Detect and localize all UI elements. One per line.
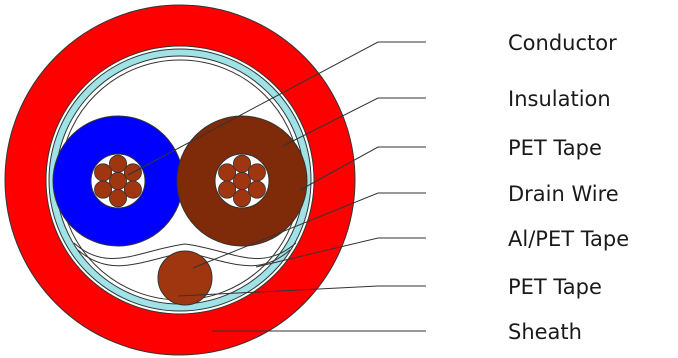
conductor-brown-strand-3 xyxy=(232,189,251,208)
drain-wire xyxy=(157,250,213,306)
conductor-brown xyxy=(218,154,266,208)
conductor-brown-strand-7 xyxy=(247,163,266,182)
label-insulation: Insulation xyxy=(508,87,611,111)
leader-line-drain-wire xyxy=(192,192,426,269)
drain-wire-cradle-inner xyxy=(73,242,297,259)
label-pet-tape-outer: PET Tape xyxy=(508,275,602,299)
conductor-blue-strand-2 xyxy=(123,180,142,199)
conductor-brown-strand-2 xyxy=(247,180,266,199)
conductor-blue-strand-3 xyxy=(109,189,128,208)
label-al-pet-tape: Al/PET Tape xyxy=(508,227,629,251)
leader-line-conductor xyxy=(127,41,426,176)
conductor-brown-strand-6 xyxy=(232,154,251,173)
conductor-blue-strand-1 xyxy=(109,171,128,190)
leader-line-al-pet-tape xyxy=(255,237,426,268)
conductor-brown-strand-1 xyxy=(232,171,251,190)
label-pet-tape-inner: PET Tape xyxy=(508,136,602,160)
conductor-blue-strand-4 xyxy=(94,180,113,199)
leader-line-pet-tape-outer xyxy=(177,285,426,297)
leader-line-insulation xyxy=(282,97,426,147)
conductor-blue-strand-5 xyxy=(94,163,113,182)
conductor-blue-strand-6 xyxy=(109,154,128,173)
conductor-brown-strand-5 xyxy=(218,163,237,182)
label-conductor: Conductor xyxy=(508,31,617,55)
label-sheath: Sheath xyxy=(508,320,582,344)
label-drain-wire: Drain Wire xyxy=(508,182,619,206)
conductor-brown-strand-4 xyxy=(218,180,237,199)
leader-line-pet-tape-inner xyxy=(299,146,426,191)
